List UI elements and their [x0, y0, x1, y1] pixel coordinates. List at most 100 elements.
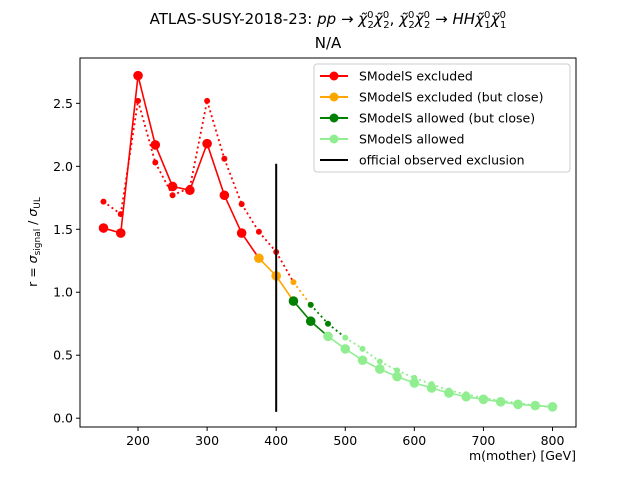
legend-item: SModelS allowed (but close)	[320, 111, 535, 126]
y-tick-label: 1.0	[53, 285, 73, 300]
dotted-segment	[275, 251, 295, 283]
solid-point	[392, 371, 402, 382]
dotted-point	[290, 279, 297, 286]
dotted-point	[342, 334, 349, 341]
solid-segment	[240, 232, 260, 259]
legend-label: SModelS excluded (but close)	[359, 90, 544, 105]
x-tick-label: 500	[333, 433, 357, 448]
x-tick-label: 300	[195, 433, 219, 448]
dotted-segment	[379, 360, 398, 372]
y-axis-label: r = σsignal / σUL	[25, 197, 43, 287]
dotted-point	[169, 192, 176, 199]
legend-marker	[329, 134, 339, 144]
solid-point	[150, 140, 161, 150]
solid-segment	[275, 275, 295, 302]
dotted-segment	[396, 369, 415, 379]
dotted-point	[238, 201, 245, 208]
dotted-segment	[414, 377, 432, 386]
legend-marker	[329, 71, 339, 81]
dotted-point	[152, 159, 159, 166]
dotted-segment	[258, 231, 277, 253]
legend-label: SModelS allowed	[359, 132, 464, 147]
legend: SModelS excluded SModelS excluded (but cl…	[313, 63, 571, 173]
solid-point	[185, 185, 195, 196]
legend-label: SModelS excluded	[359, 69, 473, 84]
chart-title: ATLAS-SUSY-2018-23: pp → χ̃0 2χ̃0 2, χ̃0 2χ…	[150, 10, 507, 31]
legend-item: SModelS excluded	[320, 69, 473, 84]
solid-point	[547, 402, 558, 412]
x-tick-label: 200	[126, 433, 150, 448]
dotted-point	[135, 97, 142, 104]
solid-point	[426, 383, 437, 393]
solid-point	[513, 399, 523, 410]
solid-point	[409, 378, 420, 388]
solid-point	[115, 228, 126, 238]
dotted-point	[221, 155, 228, 162]
solid-point	[202, 138, 212, 149]
dotted-point	[255, 228, 262, 235]
solid-point	[133, 70, 143, 81]
dotted-segment	[102, 200, 122, 215]
legend-label: SModelS allowed (but close)	[359, 111, 535, 126]
chart-title-prefix: ATLAS-SUSY-2018-23:	[150, 10, 317, 28]
x-axis-label: m(mother) [GeV]	[469, 448, 576, 463]
solid-point	[495, 397, 506, 407]
solid-point	[167, 181, 178, 192]
dotted-segment	[206, 100, 226, 160]
y-tick-label: 0.5	[53, 348, 73, 363]
solid-point	[323, 331, 333, 342]
solid-segment	[137, 75, 157, 146]
x-tick-label: 800	[541, 433, 565, 448]
dotted-point	[325, 320, 331, 327]
solid-segment	[154, 144, 174, 187]
dotted-point	[359, 345, 366, 352]
y-tick-label: 1.5	[53, 222, 73, 237]
chart-subtitle: N/A	[315, 34, 342, 52]
dotted-segment	[310, 304, 329, 325]
solid-point	[236, 228, 247, 238]
solid-point	[375, 364, 385, 374]
y-tick-label: 2.5	[53, 96, 73, 111]
x-tick-label: 700	[472, 433, 496, 448]
solid-point	[254, 253, 264, 264]
dotted-point	[376, 358, 383, 365]
solid-segment	[189, 143, 208, 191]
solid-segment	[206, 143, 226, 196]
solid-segment	[223, 194, 243, 234]
dotted-point	[394, 367, 401, 374]
solid-segment	[119, 75, 139, 234]
solid-point	[305, 316, 316, 327]
dotted-segment	[119, 100, 139, 215]
x-tick-label: 400	[264, 433, 288, 448]
solid-point	[288, 296, 299, 306]
legend-frame	[313, 63, 571, 173]
solid-point	[530, 400, 541, 411]
solid-point	[219, 190, 230, 201]
legend-label: official observed exclusion	[359, 153, 525, 168]
chart-title-process: pp	[316, 10, 336, 28]
dotted-segment	[362, 348, 381, 363]
dotted-point	[204, 97, 211, 104]
legend-marker	[329, 113, 339, 123]
legend-item: SModelS allowed	[320, 132, 464, 147]
y-tick-label: 2.0	[53, 159, 73, 174]
dotted-segment	[327, 323, 346, 339]
legend-marker	[329, 92, 339, 102]
dotted-segment	[223, 158, 243, 205]
y-tick-label: 0.0	[53, 411, 73, 426]
solid-point	[461, 391, 471, 402]
solid-point	[357, 355, 368, 366]
dotted-point	[307, 301, 314, 308]
dotted-segment	[344, 336, 364, 350]
legend-item: SModelS excluded (but close)	[320, 90, 544, 105]
solid-point	[98, 223, 109, 233]
solid-point	[340, 344, 351, 354]
dotted-point	[100, 198, 107, 205]
dotted-segment	[137, 100, 157, 163]
solid-point	[444, 388, 454, 398]
dotted-segment	[240, 203, 260, 233]
solid-point	[478, 394, 489, 405]
axes: 200 300 400 500 600 700 800 0.0 0.5 1.0 1.5 2.0 2.5	[53, 57, 577, 448]
legend-item: official observed exclusion	[320, 153, 525, 168]
